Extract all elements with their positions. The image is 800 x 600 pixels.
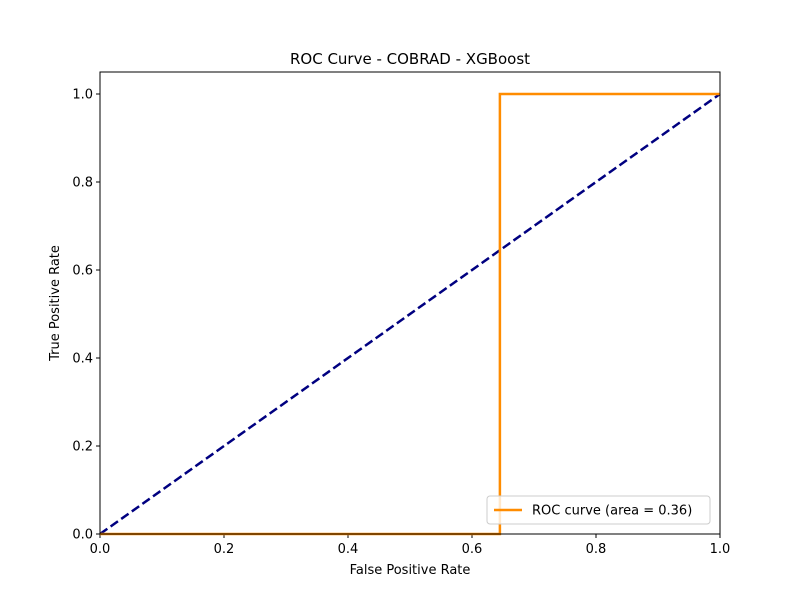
y-axis-label: True Positive Rate <box>48 245 63 362</box>
x-axis-ticks: 0.0 0.2 0.4 0.6 0.8 1.0 <box>90 534 731 557</box>
x-tick-label: 1.0 <box>710 542 731 557</box>
y-tick-label: 0.0 <box>72 528 93 543</box>
y-tick-label: 0.2 <box>72 440 93 455</box>
chance-diagonal-line <box>99 92 721 536</box>
x-tick-label: 0.4 <box>338 542 359 557</box>
x-tick-label: 0.0 <box>90 542 111 557</box>
plot-background <box>100 72 720 534</box>
plot-frame <box>99 71 721 535</box>
x-tick-label: 0.6 <box>462 542 483 557</box>
y-tick-label: 0.6 <box>72 264 93 279</box>
legend: ROC curve (area = 0.36) <box>486 495 711 525</box>
legend-box <box>486 495 711 525</box>
x-tick-label: 0.8 <box>586 542 607 557</box>
y-axis-ticks: 0.0 0.2 0.4 0.6 0.8 1.0 <box>72 88 100 543</box>
chart-title: ROC Curve - COBRAD - XGBoost <box>290 50 530 68</box>
y-tick-label: 0.4 <box>72 352 93 367</box>
y-tick-label: 1.0 <box>72 88 93 103</box>
x-tick-label: 0.2 <box>214 542 235 557</box>
y-tick-label: 0.8 <box>72 176 93 191</box>
x-axis-label: False Positive Rate <box>350 563 471 578</box>
legend-label: ROC curve (area = 0.36) <box>532 504 692 519</box>
